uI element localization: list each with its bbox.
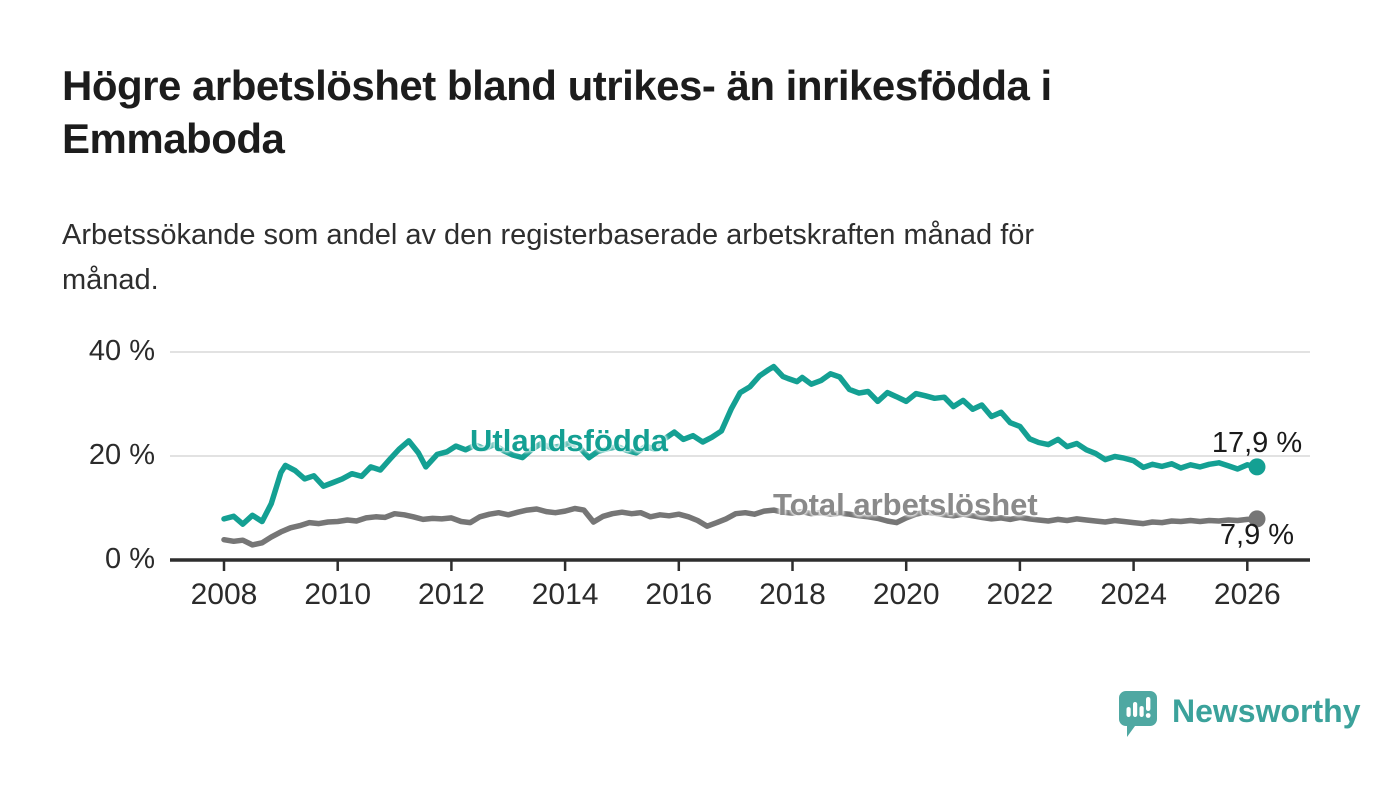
- series-line-utlandsfodda: [221, 363, 1260, 527]
- x-tick-label-2024: 2024: [1100, 578, 1167, 611]
- chart-subtitle-line-2: månad.: [62, 263, 159, 296]
- bar-icon-small: [1126, 707, 1131, 717]
- newsworthy-branding: Newsworthy: [1118, 690, 1360, 742]
- exclamation-bar-icon: [1146, 697, 1151, 711]
- bar-icon-tall: [1133, 702, 1138, 717]
- series-end-dot-total: [1248, 510, 1266, 528]
- chart-subtitle-line-1: Arbetssökande som andel av den registerb…: [62, 219, 1035, 251]
- page-title-line-2: Emmaboda: [62, 114, 285, 162]
- series-line-total: [221, 505, 1260, 548]
- x-tick-label-2022: 2022: [986, 578, 1054, 611]
- chart-subtitle: Arbetssökande som andel av den registerb…: [62, 213, 1282, 303]
- x-tick-label-2008: 2008: [190, 578, 258, 611]
- x-tick-label-2010: 2010: [304, 578, 372, 611]
- bar-icon-medium: [1139, 706, 1144, 717]
- y-tick-label-40: 40 %: [88, 335, 155, 367]
- y-tick-label-20: 20 %: [88, 439, 155, 471]
- page-title-line-1: Högre arbetslöshet bland utrikes- än inr…: [62, 62, 1052, 109]
- series-end-dot-utlandsfodda: [1248, 458, 1266, 476]
- newsworthy-logo-icon: [1119, 691, 1157, 737]
- series-label-utlandsfodda: Utlandsfödda: [470, 423, 669, 458]
- exclamation-dot-icon: [1145, 713, 1151, 718]
- page-title: Högre arbetslöshet bland utrikes- än inr…: [62, 60, 1262, 166]
- series-label-total-arbetsloshet: Total arbetslöshet: [773, 487, 1038, 522]
- x-tick-label-2020: 2020: [872, 578, 940, 611]
- x-tick-label-2016: 2016: [645, 578, 713, 611]
- end-value-label-utlandsfodda: 17,9 %: [1211, 427, 1303, 459]
- speech-bubble-shape: [1119, 691, 1157, 737]
- x-tick-label-2012: 2012: [418, 578, 485, 611]
- x-tick-label-2014: 2014: [531, 578, 599, 611]
- y-tick-label-0: 0 %: [105, 543, 155, 575]
- end-value-label-total-arbetsloshet: 7,9 %: [1219, 519, 1295, 551]
- x-tick-label-2026: 2026: [1213, 578, 1281, 611]
- newsworthy-logo-text: Newsworthy: [1172, 693, 1361, 729]
- x-tick-label-2018: 2018: [759, 578, 826, 611]
